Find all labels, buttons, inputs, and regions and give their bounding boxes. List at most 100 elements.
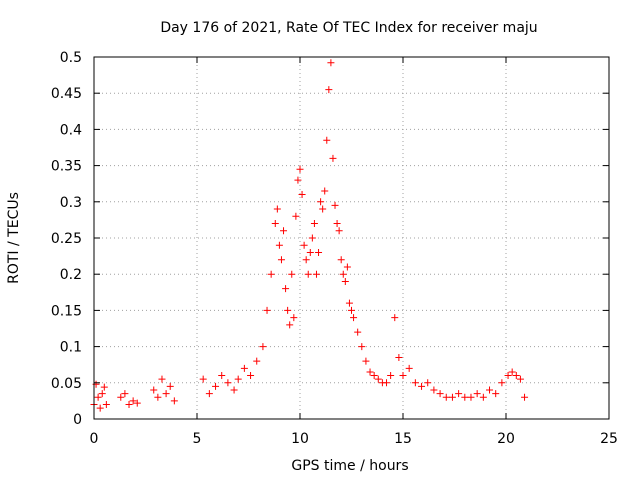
x-axis-label: GPS time / hours [291, 458, 408, 474]
data-point [366, 368, 374, 376]
data-point [479, 393, 487, 401]
data-point [267, 270, 275, 278]
data-point [280, 227, 288, 235]
data-point [230, 386, 238, 394]
data-point [150, 386, 158, 394]
y-tick-label: 0.1 [60, 340, 82, 356]
data-point [199, 375, 207, 383]
data-point [486, 386, 494, 394]
data-point [312, 270, 320, 278]
data-point [498, 379, 506, 387]
data-point [166, 382, 174, 390]
y-tick-label: 0.3 [60, 195, 82, 211]
data-point [96, 404, 104, 412]
y-tick-label: 0.5 [60, 50, 82, 66]
data-point [337, 256, 345, 264]
y-axis-label: ROTI / TECUs [6, 192, 22, 284]
data-point [154, 393, 162, 401]
data-point [290, 314, 298, 322]
data-point [508, 368, 516, 376]
data-point [461, 393, 469, 401]
y-tick-label: 0.45 [51, 86, 82, 102]
data-point [358, 343, 366, 351]
data-point [275, 241, 283, 249]
data-point [418, 382, 426, 390]
x-tick-label: 10 [291, 431, 309, 447]
data-point [391, 314, 399, 322]
data-point [395, 353, 403, 361]
data-point [310, 220, 318, 228]
data-point [467, 393, 475, 401]
data-point [448, 393, 456, 401]
data-point [331, 201, 339, 209]
plot-frame [93, 56, 610, 420]
y-tick-label: 0.15 [51, 303, 82, 319]
data-point [492, 390, 500, 398]
data-point [383, 379, 391, 387]
data-point [325, 86, 333, 94]
data-point [102, 401, 110, 409]
data-point [430, 386, 438, 394]
data-point [350, 314, 358, 322]
data-point [240, 364, 248, 372]
data-point [339, 270, 347, 278]
data-point [306, 248, 314, 256]
data-point [271, 220, 279, 228]
data-point [282, 285, 290, 293]
data-point [300, 241, 308, 249]
data-point [343, 263, 351, 271]
data-point [308, 234, 316, 242]
data-point [273, 205, 281, 213]
data-point [317, 198, 325, 206]
data-point [304, 270, 312, 278]
data-point [516, 375, 524, 383]
data-point [133, 399, 141, 407]
data-point [370, 372, 378, 380]
data-point [125, 401, 133, 409]
data-point [411, 379, 419, 387]
x-tick-label: 20 [497, 431, 515, 447]
data-point [354, 328, 362, 336]
data-point [436, 390, 444, 398]
data-point [315, 248, 323, 256]
data-point [218, 372, 226, 380]
data-point [212, 382, 220, 390]
data-point [277, 256, 285, 264]
data-point [302, 256, 310, 264]
data-point [362, 357, 370, 365]
data-point [348, 306, 355, 314]
data-point [335, 227, 343, 235]
data-point [455, 390, 463, 398]
data-point [374, 375, 382, 383]
data-point [224, 379, 232, 387]
y-tick-label: 0.25 [51, 231, 82, 247]
y-tick-label: 0.05 [51, 376, 82, 392]
y-tick-label: 0 [73, 412, 82, 428]
data-point [94, 393, 102, 401]
data-point [117, 393, 125, 401]
data-point [504, 372, 512, 380]
data-point [294, 176, 302, 184]
x-tick-label: 25 [600, 431, 618, 447]
data-point [286, 321, 294, 329]
data-point [98, 390, 106, 398]
grid [94, 57, 609, 419]
data-point [247, 372, 255, 380]
data-point [321, 187, 329, 195]
data-point [405, 364, 413, 372]
x-tick-label: 0 [90, 431, 99, 447]
data-point [234, 375, 242, 383]
data-point [253, 357, 261, 365]
data-point [442, 393, 450, 401]
data-point [170, 397, 178, 405]
y-tick-label: 0.35 [51, 159, 82, 175]
data-point [387, 372, 395, 380]
data-point [259, 343, 267, 351]
data-point [323, 136, 331, 144]
data-point [473, 390, 481, 398]
data-point [319, 205, 327, 213]
data-point [284, 306, 292, 314]
chart-title: Day 176 of 2021, Rate Of TEC Index for r… [160, 20, 537, 36]
